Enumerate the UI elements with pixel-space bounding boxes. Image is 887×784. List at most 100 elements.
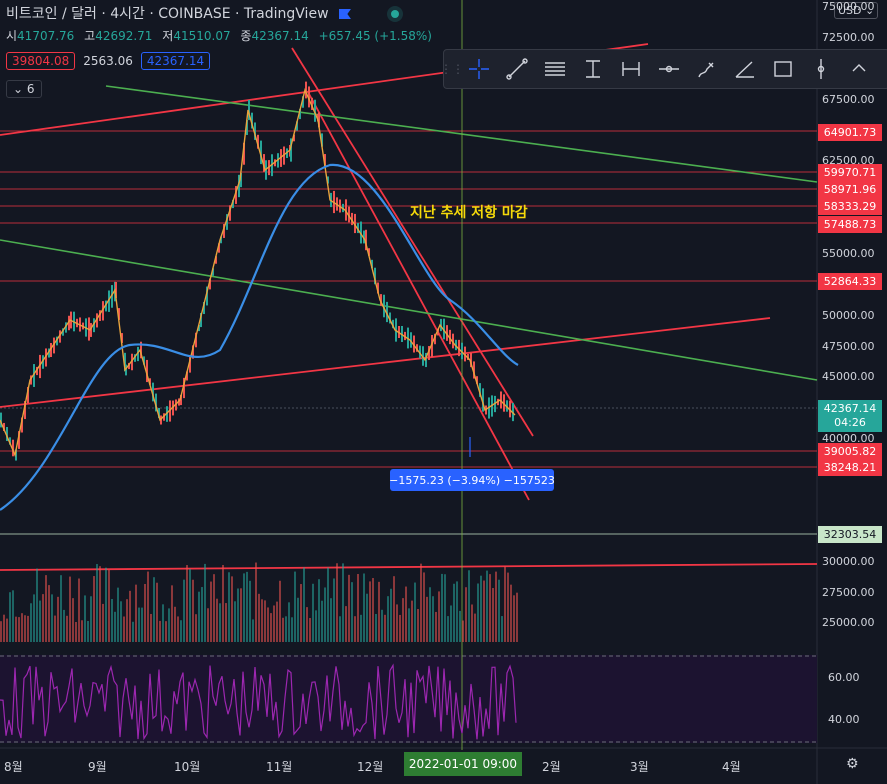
volume-bar [345, 606, 347, 642]
volume-bar [387, 596, 389, 642]
volume-bar [6, 618, 8, 642]
volume-bar [357, 574, 359, 642]
volume-bar [78, 578, 80, 642]
last-price-tag: 42367.14 04:26 [818, 400, 882, 432]
volume-bar [54, 615, 56, 642]
buy-price[interactable]: 42367.14 [140, 52, 211, 70]
volume-bar [306, 607, 308, 642]
volume-bar [363, 573, 365, 642]
volume-bar [207, 608, 209, 642]
volume-bar [510, 584, 512, 642]
angle-tool-icon[interactable] [726, 52, 764, 86]
trend-line [0, 317, 771, 408]
volume-bar [111, 598, 113, 642]
crosshair-time-tag: 2022-01-01 09:00 [404, 752, 522, 776]
volume-bar [486, 570, 488, 642]
volume-bar [39, 600, 41, 642]
volume-bar [492, 588, 494, 642]
trend-line-tool-icon[interactable] [498, 52, 536, 86]
price-range-tool-icon[interactable] [574, 52, 612, 86]
ohlc-legend: 시41707.76 고42692.71 저41510.07 종42367.14 … [6, 27, 438, 44]
spread-value: 2563.06 [83, 54, 133, 68]
price-axis-label: 47500.00 [822, 340, 875, 353]
volume-bar [165, 621, 167, 642]
bar-countdown: 04:26 [834, 416, 866, 429]
volume-bar [333, 578, 335, 642]
volume-bar [105, 567, 107, 642]
volume-bar [45, 575, 47, 642]
volume-bar [3, 614, 5, 642]
date-range-tool-icon[interactable] [612, 52, 650, 86]
volume-bar [468, 570, 470, 642]
volume-bar [435, 611, 437, 642]
volume-bar [141, 607, 143, 642]
market-status-icon [391, 10, 400, 18]
volume-bar [267, 607, 269, 642]
volume-bar [402, 598, 404, 642]
drag-handle-icon[interactable]: ⋮⋮ [440, 62, 464, 76]
volume-bar [60, 575, 62, 642]
volume-bar [33, 594, 35, 642]
time-axis-label: 11월 [266, 760, 293, 774]
volume-bar [72, 598, 74, 642]
volume-bar [135, 584, 137, 642]
volume-bar [48, 585, 50, 642]
vertical-line-tool-icon[interactable] [802, 52, 840, 86]
volume-bar [0, 621, 2, 642]
price-axis-label: 27500.00 [822, 586, 875, 599]
volume-bar [171, 585, 173, 642]
volume-bar [321, 600, 323, 642]
crosshair-tool-icon[interactable] [460, 52, 498, 86]
volume-bar [159, 620, 161, 642]
volume-bar [354, 616, 356, 642]
volume-bar [462, 620, 464, 642]
volume-bar [279, 580, 281, 642]
volume-bar [120, 601, 122, 642]
volume-bar [270, 613, 272, 642]
symbol-title[interactable]: 비트코인 / 달러 · 4시간 · COINBASE · TradingView [6, 3, 400, 23]
volume-bar [240, 588, 242, 642]
volume-bar [177, 616, 179, 642]
volume-bar [231, 576, 233, 642]
volume-bar [276, 601, 278, 642]
volume-bar [258, 593, 260, 642]
volume-bar [219, 603, 221, 642]
drawing-toolbar[interactable]: ⋮⋮ [440, 49, 887, 89]
volume-bar [411, 600, 413, 642]
volume-bar [348, 574, 350, 642]
rectangle-tool-icon[interactable] [764, 52, 802, 86]
sell-price[interactable]: 39804.08 [6, 52, 76, 70]
volume-bar [429, 587, 431, 642]
indicators-collapse-button[interactable]: ⌄ 6 [6, 80, 42, 98]
volume-bar [156, 582, 158, 642]
flag-icon[interactable] [338, 9, 351, 19]
trend-line [307, 91, 530, 501]
volume-bar [459, 610, 461, 642]
volume-bar [285, 616, 287, 642]
volume-bar [174, 606, 176, 642]
moving-average-short [0, 87, 516, 458]
volume-bar [243, 573, 245, 642]
volume-bar [24, 615, 26, 642]
more-tools-icon[interactable] [840, 52, 878, 86]
volume-bar [372, 578, 374, 642]
chart-annotation[interactable]: 지난 추세 저항 마감 [410, 205, 528, 221]
volume-bar [57, 596, 59, 642]
price-level-tag: 58971.96 [818, 181, 882, 198]
high-label: 고 [84, 29, 96, 43]
currency-select[interactable]: USD ⌄ [834, 2, 879, 19]
fib-retracement-tool-icon[interactable] [536, 52, 574, 86]
price-axis-label: 55000.00 [822, 247, 875, 260]
chevron-down-icon: ⌄ [865, 4, 875, 17]
volume-bar [477, 583, 479, 642]
rsi-axis-label: 60.00 [828, 671, 860, 684]
brush-tool-icon[interactable] [688, 52, 726, 86]
time-axis-label: 8월 [4, 760, 23, 774]
horizontal-ray-tool-icon[interactable] [650, 52, 688, 86]
gear-icon[interactable]: ⚙ [846, 756, 859, 772]
volume-bar [144, 583, 146, 642]
volume-bar [252, 619, 254, 642]
price-axis-label: 72500.00 [822, 31, 875, 44]
volume-bar [423, 572, 425, 642]
